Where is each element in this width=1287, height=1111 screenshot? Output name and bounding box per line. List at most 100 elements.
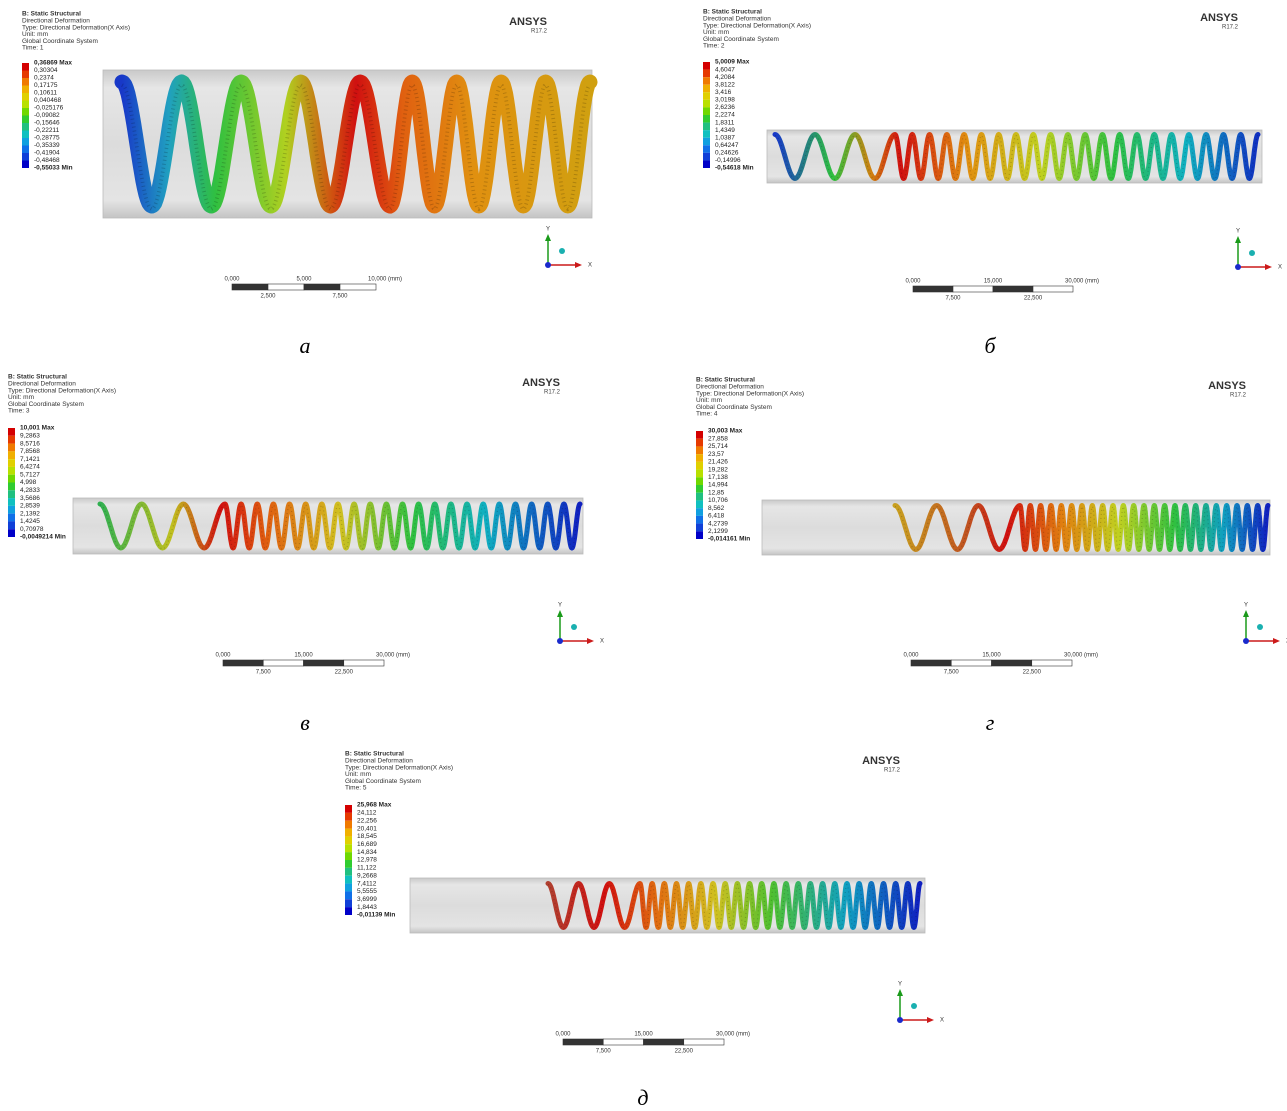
legend-swatch [22,123,29,131]
legend-swatch [345,899,352,907]
legend-label: 2,2274 [715,112,735,119]
legend-swatch [22,86,29,94]
scale-label: 15,000 [982,653,1001,659]
y-axis-label: Y [1236,229,1240,235]
panel-caption: г [986,710,995,735]
legend-swatch [22,78,29,86]
legend-swatch [22,101,29,109]
legend-swatch [696,470,703,478]
legend-label: 12,85 [708,489,725,496]
legend-swatch [703,130,710,138]
legend-label: 9,2863 [20,433,40,440]
legend-label: 6,418 [708,513,725,520]
legend-label: 8,5716 [20,440,40,447]
legend-swatch [703,160,710,168]
origin-dot [1243,638,1249,644]
legend-swatch [22,153,29,161]
legend-label: -0,025176 [34,105,64,112]
legend-swatch [696,485,703,493]
y-arrowhead [1243,610,1249,617]
legend-label: -0,54618 Min [715,165,754,172]
scale-label: 30,000 (mm) [716,1032,750,1038]
x-axis-label: X [588,263,592,269]
legend-swatch [703,100,710,108]
scale-label: 0,000 [215,653,231,659]
scale-label: 0,000 [903,653,919,659]
legend-label: -0,01139 Min [357,912,395,919]
logo: ANSYS [1200,12,1238,24]
legend-label: 4,6047 [715,66,735,73]
legend-label: 11,122 [357,865,377,872]
legend-swatch [345,884,352,892]
scale-label: 22,500 [1024,296,1043,302]
legend-label: -0,15646 [34,120,60,127]
scale-label: 30,000 (mm) [376,653,410,659]
legend-label: -0,35339 [34,142,60,149]
legend-label: 27,858 [708,435,728,442]
scale-label: 30,000 (mm) [1065,279,1099,285]
scale-bar-segment [992,660,1032,666]
legend-swatch [696,493,703,501]
version: R17.2 [531,29,548,35]
scale-label: 7,500 [945,296,961,302]
x-axis-label: X [940,1018,944,1024]
legend-label: 0,24626 [715,150,739,157]
legend-swatch [703,92,710,100]
origin-dot [897,1017,903,1023]
legend-label: 4,2084 [715,74,735,81]
legend-label: 5,7127 [20,471,40,478]
legend-swatch [22,108,29,116]
scale-label: 22,500 [675,1049,694,1055]
legend-label: 0,2374 [34,75,54,82]
legend-swatch [345,813,352,821]
legend-label: 0,36869 Max [34,60,72,67]
legend-label: 0,17175 [34,82,58,89]
legend-swatch [8,467,15,475]
scale-label: 15,000 [984,279,1003,285]
legend-label: 6,4274 [20,464,40,471]
legend-label: 7,8568 [20,448,40,455]
legend-swatch [8,529,15,537]
scale-bar-segment [913,286,953,292]
legend-label: -0,22211 [34,127,60,134]
scale-bar-segment [232,284,268,290]
legend-label: 14,994 [708,482,728,489]
legend-swatch [8,459,15,467]
scale-label: 0,000 [555,1032,571,1038]
scale-label: 5,000 [296,277,312,283]
origin-dot [1235,264,1241,270]
scale-label: 30,000 (mm) [1064,653,1098,659]
legend-label: 1,8443 [357,904,377,911]
legend-swatch [696,508,703,516]
panel: B: Static StructuralDirectional Deformat… [22,11,592,358]
scale-bar-segment [1033,286,1073,292]
legend-label: 3,8122 [715,81,735,88]
legend-swatch [22,146,29,154]
panel-caption: в [300,710,310,735]
legend-swatch [345,860,352,868]
legend-label: 14,834 [357,849,377,856]
legend-label: 20,401 [357,825,377,832]
legend-swatch [8,498,15,506]
legend-swatch [8,506,15,514]
x-axis-label: X [1278,265,1282,271]
legend-label: 1,0387 [715,134,735,141]
legend-swatch [22,161,29,169]
legend-swatch [696,454,703,462]
legend-label: 4,2833 [20,487,40,494]
legend-swatch [22,131,29,139]
legend-swatch [8,514,15,522]
legend-label: 21,426 [708,459,728,466]
legend-swatch [8,451,15,459]
scale-bar-segment [684,1039,724,1045]
version: R17.2 [1222,25,1239,31]
scale-label: 7,500 [944,670,960,676]
legend-label: 0,040468 [34,97,61,104]
scale-bar-segment [344,660,384,666]
legend-label: 23,57 [708,451,725,458]
legend-label: 17,138 [708,474,728,481]
view-ball [559,248,565,254]
legend-swatch [8,436,15,444]
